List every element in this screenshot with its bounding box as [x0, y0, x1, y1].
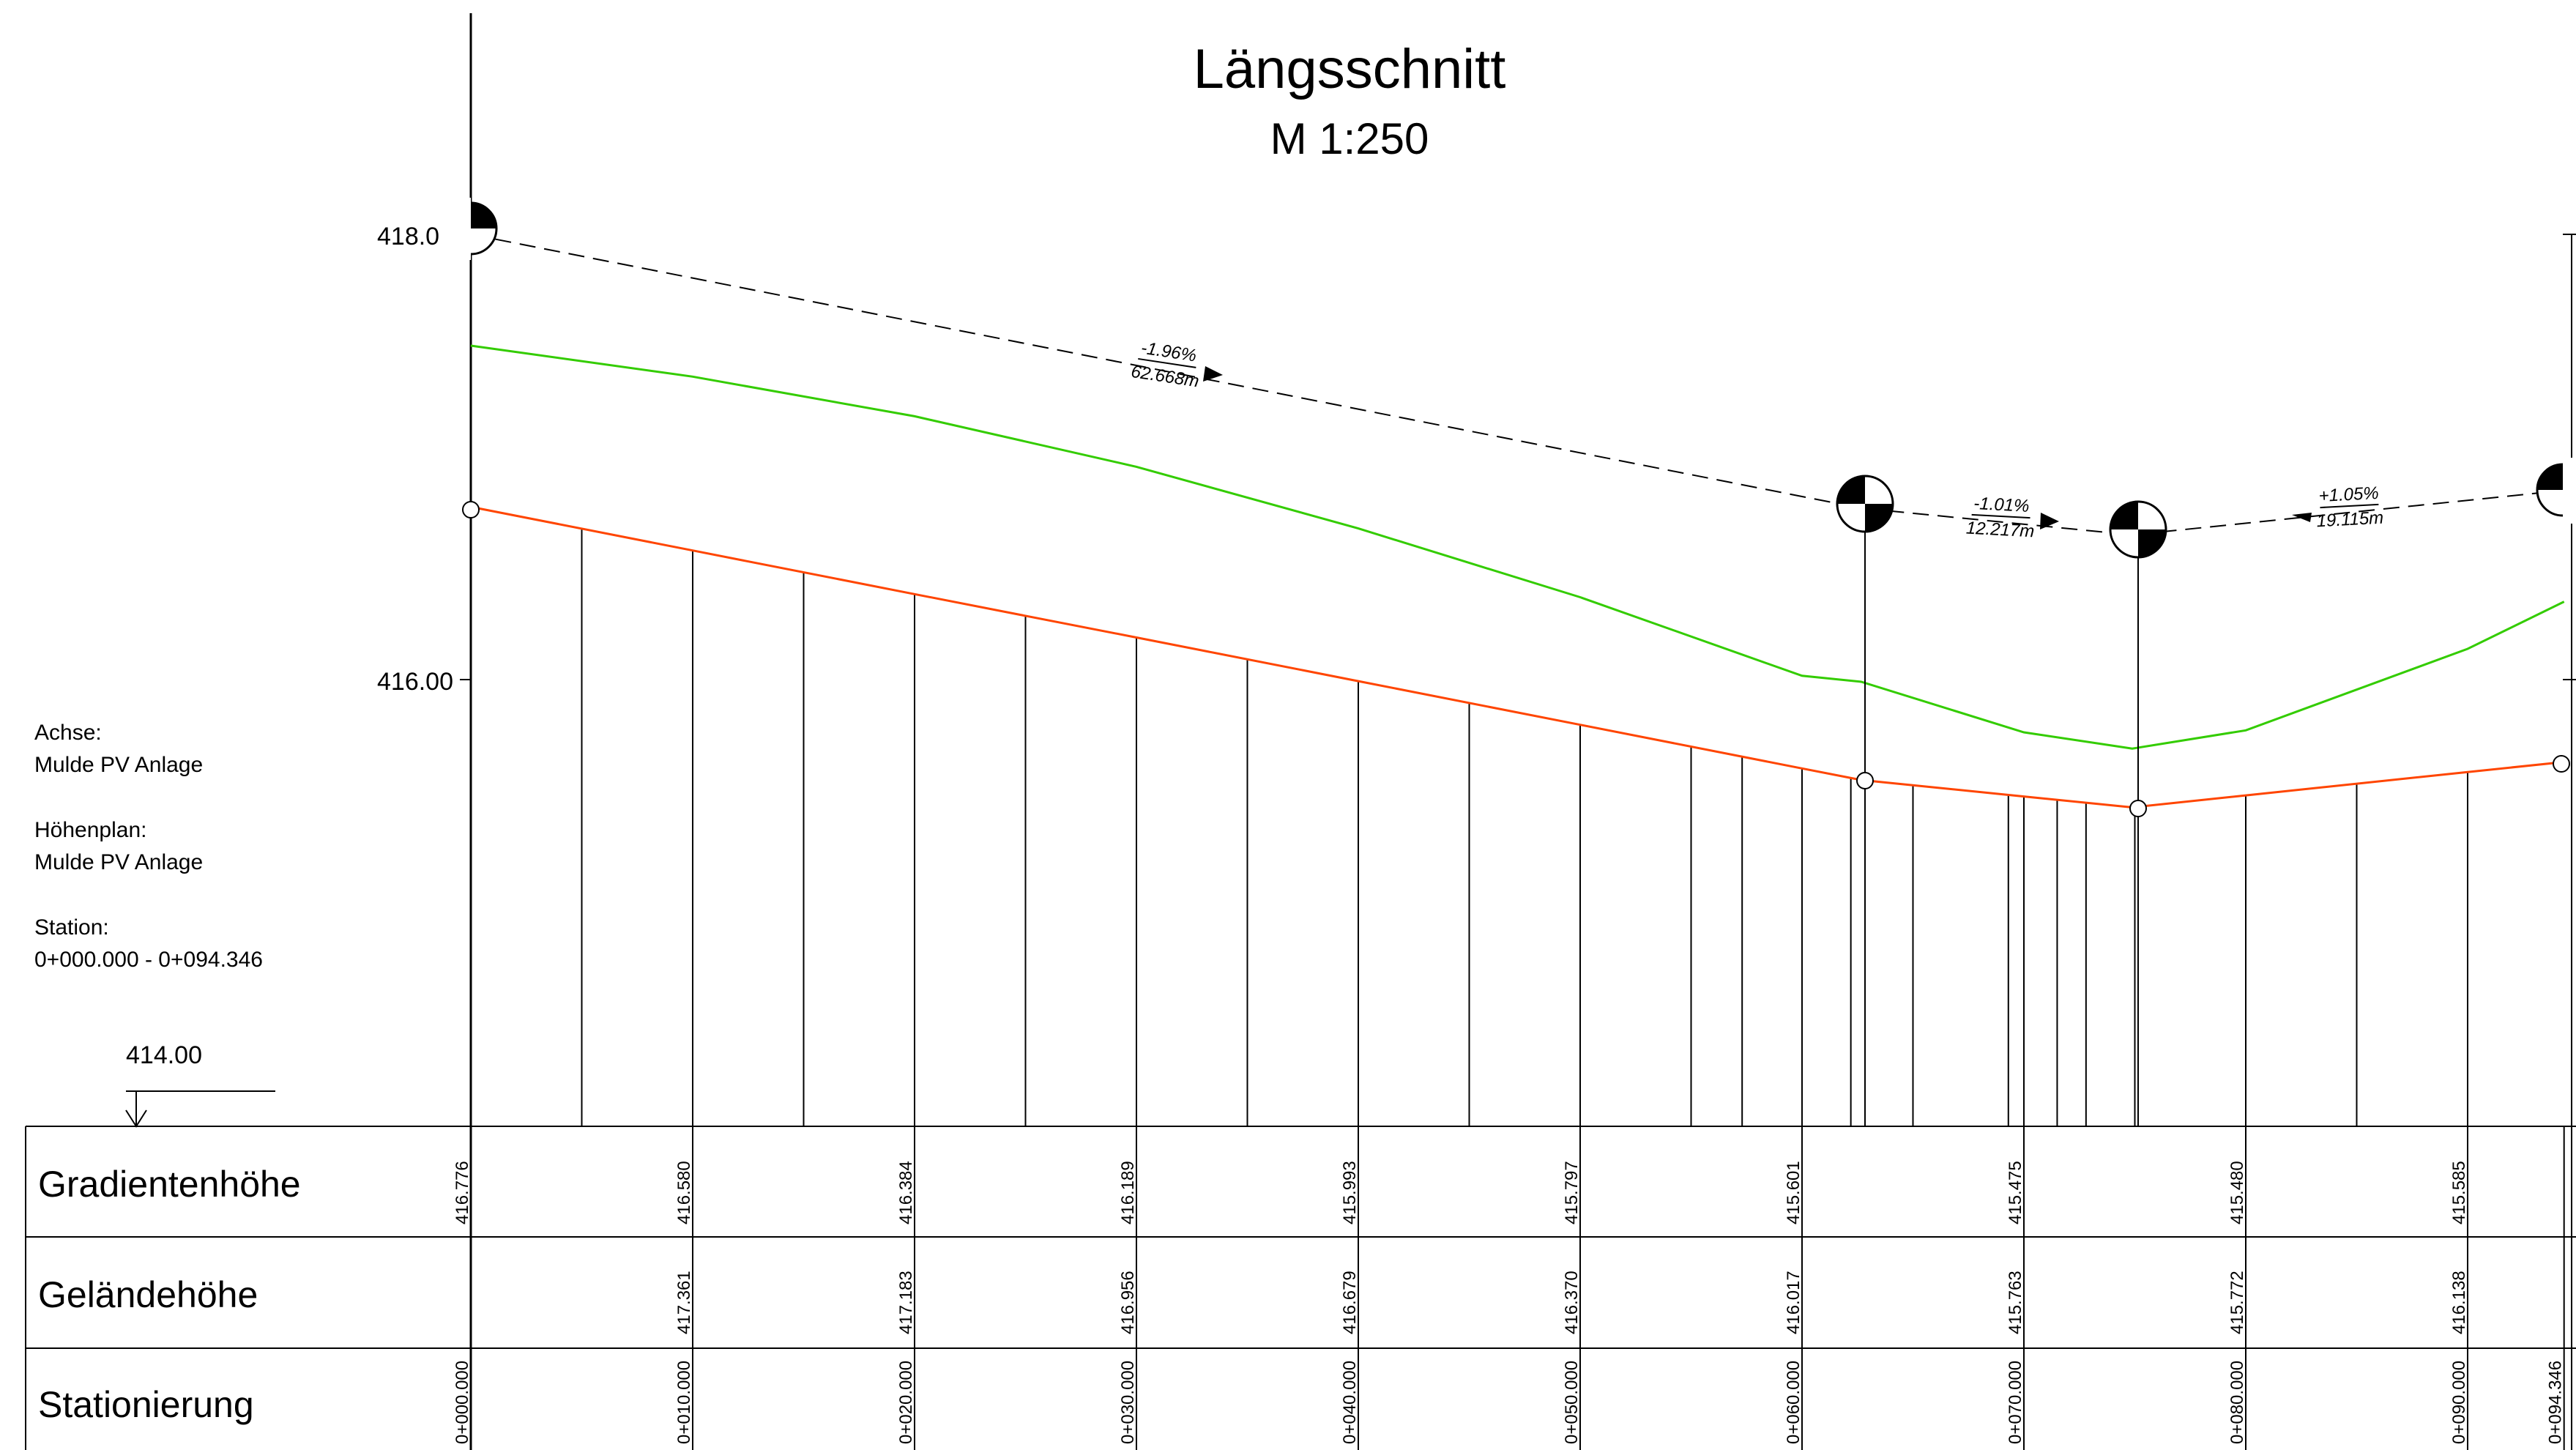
info-achse-value: Mulde PV Anlage [34, 753, 203, 777]
station-value: 0+030.000 [1118, 1361, 1138, 1444]
gradient-value: 416.580 [674, 1161, 694, 1224]
grade-label-1: -1.96% 62.668m [1130, 338, 1200, 392]
elevation-marker-break-2-icon [2109, 500, 2167, 559]
station-value: 0+000.000 [453, 1361, 472, 1444]
terrain-value: 416.679 [1340, 1271, 1360, 1334]
table-cells: 0+000.000 0+010.000 0+020.000 0+030.000 0+04… [453, 1126, 2566, 1450]
grade-3-arrow-icon [2292, 513, 2312, 522]
row-label-gradient: Gradientenhöhe [38, 1164, 301, 1205]
gradient-value: 415.480 [2227, 1161, 2247, 1224]
station-drop-lines [581, 528, 2468, 1126]
gradient-line [470, 505, 2564, 809]
station-value: 0+060.000 [1784, 1361, 1803, 1444]
grade-1-slope: -1.96% [1140, 338, 1198, 366]
profile-table: Gradientenhöhe Geländehöhe Stationierung… [25, 1126, 2576, 1450]
grade-2-arrow-icon [2040, 513, 2059, 529]
station-value: 0+020.000 [896, 1361, 916, 1444]
gradient-value: 415.993 [1340, 1161, 1360, 1224]
terrain-value: 416.956 [1118, 1271, 1138, 1334]
gradient-point-break-2 [2129, 800, 2147, 817]
terrain-value: 416.017 [1784, 1271, 1803, 1334]
terrain-line [470, 344, 2565, 750]
station-value: 0+080.000 [2227, 1361, 2247, 1444]
terrain-value: 415.772 [2227, 1271, 2247, 1334]
grade-3-length: 19.115m [2316, 508, 2384, 532]
gradient-point-end [2553, 755, 2570, 773]
terrain-value: 416.138 [2449, 1271, 2469, 1334]
row-label-terrain: Geländehöhe [38, 1274, 258, 1315]
elevation-marker-start-icon [439, 198, 498, 260]
station-value: 0+090.000 [2449, 1361, 2469, 1444]
terrain-value: 417.183 [896, 1271, 916, 1334]
grade-label-2: -1.01% 12.217m [1965, 494, 2035, 542]
gradient-value: 416.189 [1118, 1161, 1138, 1224]
drawing-scale: M 1:250 [1270, 114, 1429, 163]
station-value: 0+070.000 [2006, 1361, 2025, 1444]
info-station-value: 0+000.000 - 0+094.346 [34, 948, 263, 972]
elevation-marker-end-icon [2536, 458, 2576, 524]
grade-label-3: +1.05% 19.115m [2316, 483, 2384, 532]
info-hoehenplan-label: Höhenplan: [34, 818, 146, 842]
station-value: 0+040.000 [1340, 1361, 1360, 1444]
terrain-value: 417.361 [674, 1271, 694, 1334]
gradient-value: 416.384 [896, 1161, 916, 1224]
elevation-marker-break-1-icon [1836, 475, 1894, 533]
gradient-point-start [462, 501, 480, 518]
terrain-value: 416.370 [1562, 1271, 1582, 1334]
gradient-value: 415.797 [1562, 1161, 1582, 1224]
gradient-value: 415.585 [2449, 1161, 2469, 1224]
info-hoehenplan-value: Mulde PV Anlage [34, 850, 203, 874]
gradient-value: 416.776 [453, 1161, 472, 1224]
elevation-label-416: 416.00 [377, 668, 453, 696]
station-value: 0+050.000 [1562, 1361, 1582, 1444]
drawing-title: Längsschnitt [1194, 38, 1506, 100]
grade-1-arrow-icon [1203, 366, 1223, 382]
grade-2-length: 12.217m [1965, 518, 2035, 542]
station-value: 0+010.000 [674, 1361, 694, 1444]
gradient-value: 415.475 [2006, 1161, 2025, 1224]
terrain-value: 415.763 [2006, 1271, 2025, 1334]
design-dashed-line [470, 234, 2564, 536]
row-label-station: Stationierung [38, 1384, 254, 1425]
grade-2-slope: -1.01% [1973, 494, 2030, 516]
station-value: 0+094.346 [2546, 1361, 2566, 1444]
datum-label: 414.00 [126, 1041, 202, 1069]
info-achse-label: Achse: [34, 721, 102, 745]
gradient-value: 415.601 [1784, 1161, 1803, 1224]
info-station-label: Station: [34, 915, 109, 940]
gradient-point-break-1 [1856, 772, 1874, 789]
grade-3-slope: +1.05% [2318, 483, 2379, 506]
